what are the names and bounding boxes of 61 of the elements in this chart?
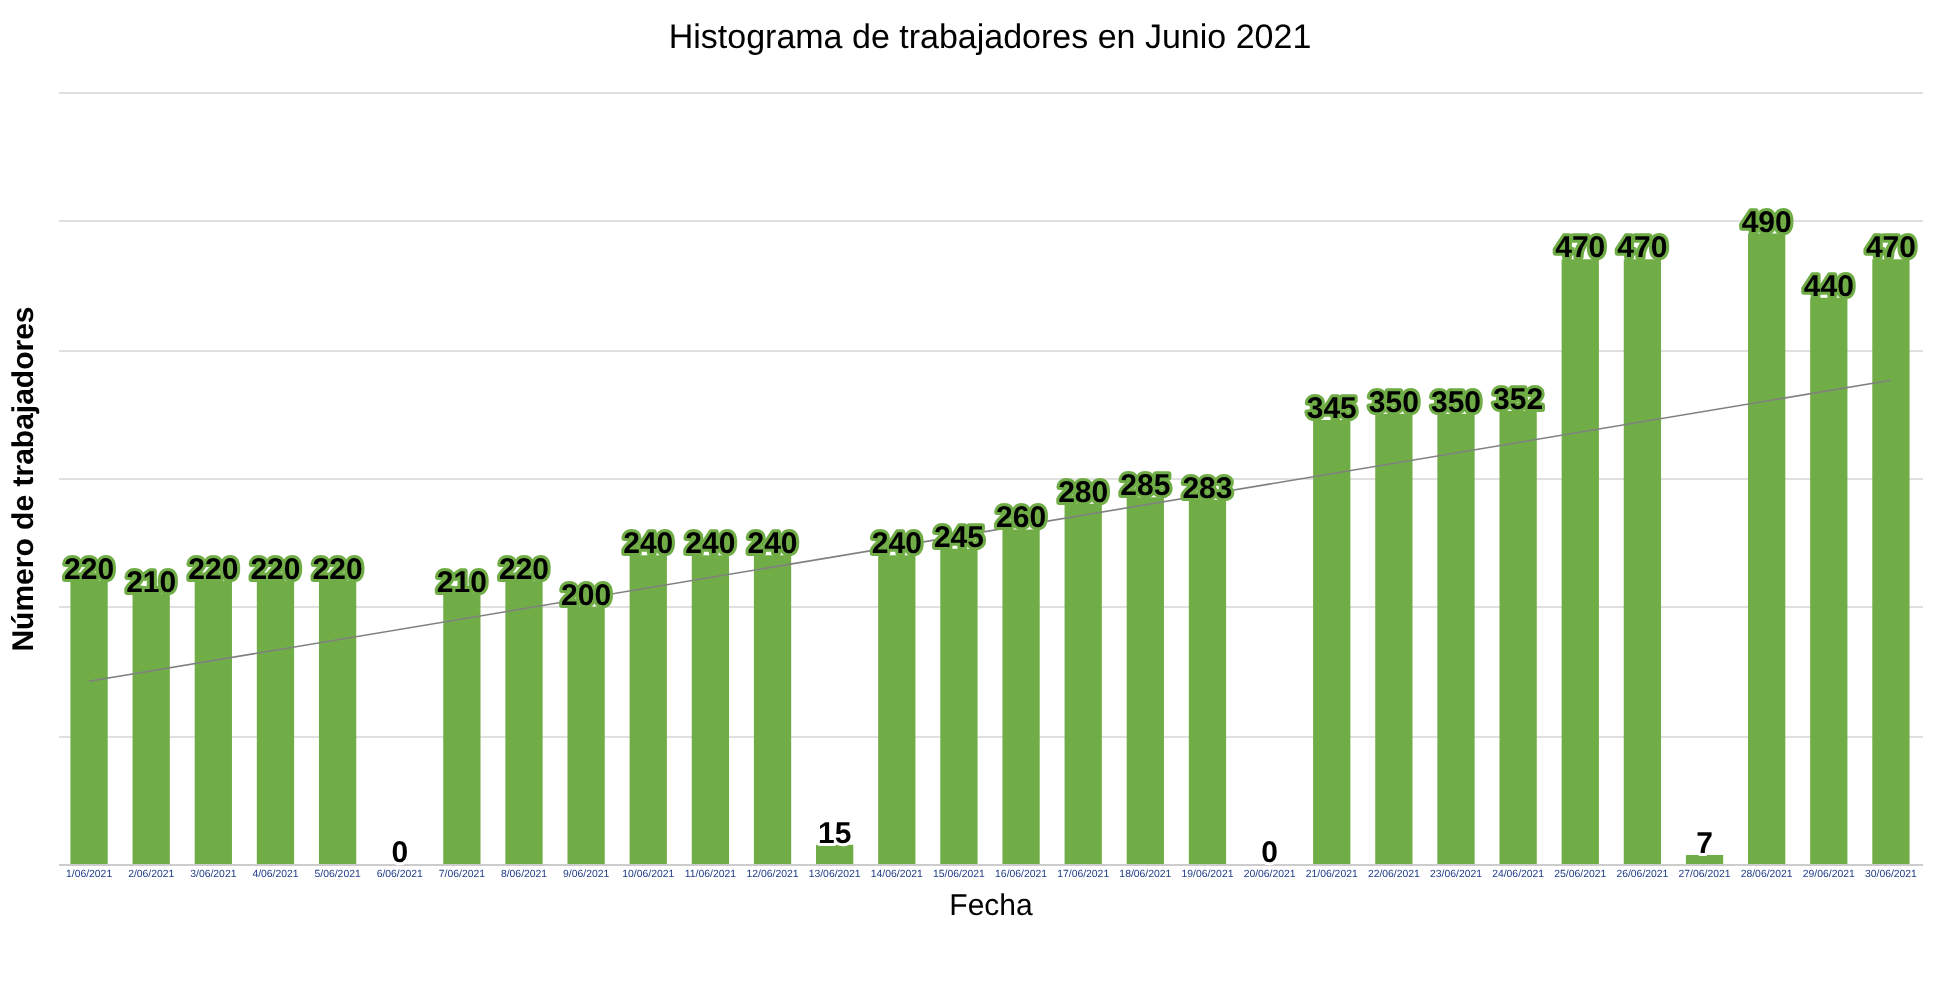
data-label: 280	[1058, 475, 1109, 510]
bar	[505, 580, 543, 864]
data-label: 210	[436, 565, 487, 600]
data-label: 345	[1306, 392, 1357, 427]
data-label: 245	[933, 520, 984, 555]
data-label: 0	[1261, 836, 1278, 870]
data-label: 440	[1803, 269, 1854, 304]
data-label: 240	[871, 527, 922, 562]
data-label: 283	[1182, 471, 1233, 506]
data-label: 350	[1430, 385, 1482, 420]
bar	[318, 580, 357, 864]
bar	[629, 555, 667, 864]
chart-title: Histograma de trabajadores en Junio 2021	[668, 18, 1312, 56]
bar	[1748, 233, 1786, 864]
data-label: 0	[391, 836, 409, 870]
bar	[1064, 503, 1102, 864]
bar	[816, 844, 854, 864]
bar	[1437, 413, 1475, 864]
bar	[132, 593, 170, 864]
bar	[1126, 497, 1164, 864]
data-label: 200	[561, 578, 612, 613]
x-axis-title: Fecha	[949, 889, 1034, 924]
data-label: 210	[126, 565, 177, 600]
bar	[1002, 529, 1040, 864]
bar	[1188, 499, 1227, 864]
data-label: 15	[817, 816, 852, 851]
data-label: 240	[623, 527, 674, 562]
bar	[567, 606, 605, 864]
data-label: 220	[250, 552, 301, 587]
data-label: 470	[1555, 231, 1606, 266]
data-label: 240	[685, 527, 736, 562]
bar	[1872, 259, 1910, 864]
bar	[691, 555, 730, 864]
bar	[753, 555, 792, 864]
bar	[1685, 854, 1724, 864]
bar	[1375, 413, 1413, 864]
bar	[1313, 420, 1351, 864]
data-label: 470	[1865, 231, 1916, 266]
bar	[256, 580, 295, 864]
y-axis-title: Número de trabajadores	[7, 306, 41, 652]
bar	[1623, 259, 1662, 864]
data-label: 240	[747, 527, 798, 562]
bar	[1561, 259, 1599, 864]
bar	[1499, 411, 1537, 864]
data-label: 220	[64, 552, 115, 587]
data-label: 220	[188, 552, 239, 587]
data-label: 490	[1741, 205, 1792, 240]
data-label: 352	[1493, 383, 1544, 418]
data-label: 350	[1368, 385, 1419, 420]
data-label: 285	[1120, 469, 1171, 504]
data-label: 220	[498, 552, 550, 587]
bar	[878, 555, 916, 864]
data-label: 260	[996, 501, 1047, 536]
data-label: 220	[312, 552, 363, 587]
bar	[1810, 297, 1848, 864]
bar	[194, 580, 232, 864]
bar	[70, 580, 108, 864]
data-label: 7	[1696, 826, 1713, 861]
bar	[443, 593, 481, 864]
data-label: 470	[1617, 231, 1668, 266]
bar	[940, 548, 978, 864]
